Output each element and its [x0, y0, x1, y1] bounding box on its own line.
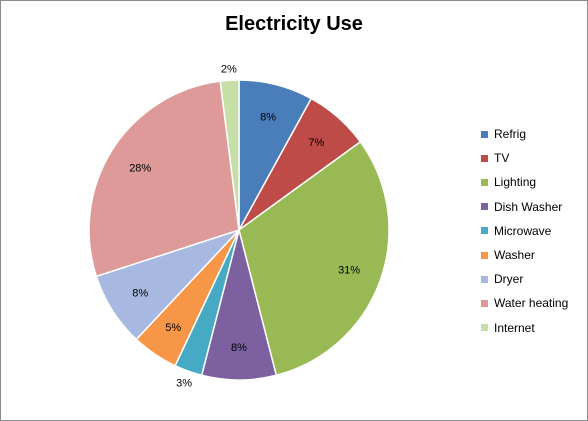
legend-swatch	[481, 324, 488, 332]
legend-label: Refrig	[494, 127, 527, 142]
legend-item-tv: TV	[481, 146, 585, 170]
data-label-washer: 5%	[165, 322, 181, 334]
legend-label: Washer	[494, 248, 535, 263]
data-label-dish-washer: 8%	[231, 342, 247, 354]
pie-slices	[88, 79, 390, 381]
legend-item-dryer: Dryer	[481, 267, 585, 291]
legend-swatch	[481, 203, 488, 211]
legend-item-water-heating: Water heating	[481, 291, 585, 315]
legend-label: Internet	[494, 320, 535, 335]
legend-item-internet: Internet	[481, 316, 585, 340]
legend-label: TV	[494, 151, 510, 166]
legend-swatch	[481, 275, 488, 283]
legend-item-washer: Washer	[481, 243, 585, 267]
data-label-refrig: 8%	[260, 112, 276, 124]
legend-swatch	[481, 251, 488, 259]
data-label-tv: 7%	[308, 137, 324, 149]
legend-item-refrig: Refrig	[481, 122, 585, 146]
chart-title: Electricity Use	[225, 13, 363, 35]
data-label-internet: 2%	[221, 63, 237, 75]
data-label-lighting: 31%	[338, 265, 360, 277]
legend-label: Dryer	[494, 272, 524, 287]
legend-swatch	[481, 227, 488, 235]
legend-label: Lighting	[494, 175, 537, 190]
legend-item-dish-washer: Dish Washer	[481, 195, 585, 219]
pie-slice-water-heating	[88, 80, 240, 278]
legend-item-lighting: Lighting	[481, 170, 585, 194]
legend-swatch	[481, 178, 488, 186]
legend-swatch	[481, 130, 488, 138]
legend-swatch	[481, 299, 488, 307]
data-label-dryer: 8%	[132, 288, 148, 300]
pie-slice-lighting	[238, 140, 390, 377]
legend: Refrig TV Lighting Dish Washer Microwave Wash…	[481, 122, 585, 340]
legend-label: Microwave	[494, 223, 552, 238]
pie-slice-internet	[219, 79, 240, 231]
data-label-water-heating: 28%	[129, 162, 151, 174]
legend-swatch	[481, 154, 488, 162]
legend-item-microwave: Microwave	[481, 219, 585, 243]
data-label-microwave: 3%	[176, 377, 192, 389]
pie-data-labels: 8% 7% 31% 8% 3% 5% 8% 28% 2%	[129, 63, 360, 389]
legend-label: Water heating	[494, 296, 569, 311]
legend-label: Dish Washer	[494, 199, 563, 214]
